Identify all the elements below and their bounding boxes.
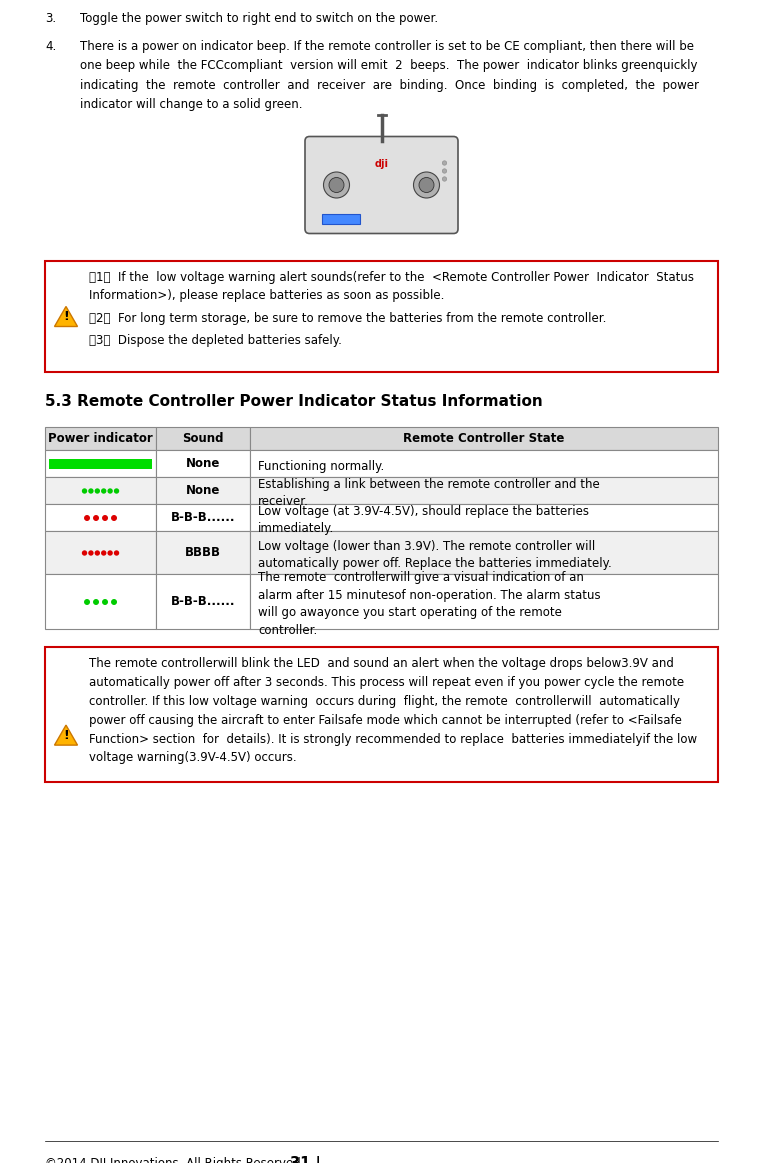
Text: dji: dji <box>375 159 388 169</box>
Text: controller. If this low voltage warning  occurs during  flight, the remote  cont: controller. If this low voltage warning … <box>89 695 680 708</box>
Text: automatically power off after 3 seconds. This process will repeat even if you po: automatically power off after 3 seconds.… <box>89 677 684 690</box>
Circle shape <box>89 550 94 556</box>
Circle shape <box>95 488 100 494</box>
Bar <box>45 427 156 450</box>
Bar <box>250 427 718 450</box>
Circle shape <box>108 550 113 556</box>
Bar <box>156 478 250 505</box>
Text: Power indicator: Power indicator <box>48 433 153 445</box>
Bar <box>45 505 156 531</box>
Bar <box>156 505 250 531</box>
Circle shape <box>89 488 94 494</box>
Text: （2）  For long term storage, be sure to remove the batteries from the remote cont: （2） For long term storage, be sure to re… <box>89 312 607 324</box>
Text: Information>), please replace batteries as soon as possible.: Information>), please replace batteries … <box>89 290 444 302</box>
Bar <box>250 575 718 629</box>
Text: Toggle the power switch to right end to switch on the power.: Toggle the power switch to right end to … <box>80 12 438 24</box>
Bar <box>45 478 156 505</box>
Text: BBBB: BBBB <box>185 547 221 559</box>
Circle shape <box>108 488 113 494</box>
Text: None: None <box>186 457 221 471</box>
Circle shape <box>111 599 117 605</box>
Text: will go awayonce you start operating of the remote: will go awayonce you start operating of … <box>258 606 562 620</box>
Text: 3.: 3. <box>45 12 56 24</box>
Text: B-B-B......: B-B-B...... <box>171 595 236 608</box>
Polygon shape <box>54 307 78 327</box>
Circle shape <box>84 599 90 605</box>
Bar <box>49 459 152 469</box>
Circle shape <box>101 488 106 494</box>
Text: Sound: Sound <box>182 433 224 445</box>
FancyBboxPatch shape <box>305 136 458 234</box>
Bar <box>45 531 156 575</box>
Text: indicating  the  remote  controller  and  receiver  are  binding.  Once  binding: indicating the remote controller and rec… <box>80 79 699 92</box>
Circle shape <box>95 550 100 556</box>
Text: 4.: 4. <box>45 40 56 53</box>
Bar <box>250 505 718 531</box>
Circle shape <box>101 550 106 556</box>
Text: power off causing the aircraft to enter Failsafe mode which cannot be interrupte: power off causing the aircraft to enter … <box>89 714 682 727</box>
Text: ©2014 DJI Innovations. All Rights Reserved.: ©2014 DJI Innovations. All Rights Reserv… <box>45 1156 304 1163</box>
Text: There is a power on indicator beep. If the remote controller is set to be CE com: There is a power on indicator beep. If t… <box>80 40 694 53</box>
Bar <box>45 450 156 478</box>
Text: indicator will change to a solid green.: indicator will change to a solid green. <box>80 99 302 112</box>
Text: 31 |: 31 | <box>290 1156 321 1163</box>
Circle shape <box>329 178 344 193</box>
Circle shape <box>84 515 90 521</box>
Circle shape <box>111 515 117 521</box>
Bar <box>45 123 718 251</box>
Bar <box>156 450 250 478</box>
Circle shape <box>102 515 108 521</box>
Text: Remote Controller State: Remote Controller State <box>404 433 565 445</box>
Text: Functioning normally.: Functioning normally. <box>258 459 385 472</box>
Bar <box>156 531 250 575</box>
Circle shape <box>114 550 119 556</box>
Text: The remote  controllerwill give a visual indication of an: The remote controllerwill give a visual … <box>258 571 584 584</box>
Circle shape <box>114 488 119 494</box>
Text: （3）  Dispose the depleted batteries safely.: （3） Dispose the depleted batteries safel… <box>89 335 342 348</box>
Bar <box>250 450 718 478</box>
Text: alarm after 15 minutesof non-operation. The alarm status: alarm after 15 minutesof non-operation. … <box>258 588 601 602</box>
Circle shape <box>419 178 434 193</box>
Text: None: None <box>186 485 221 498</box>
Circle shape <box>443 160 446 165</box>
Text: 5.3 Remote Controller Power Indicator Status Information: 5.3 Remote Controller Power Indicator St… <box>45 394 542 409</box>
Text: !: ! <box>63 311 69 323</box>
Text: immediately.: immediately. <box>258 522 334 535</box>
Text: Function> section  for  details). It is strongly recommended to replace  batteri: Function> section for details). It is st… <box>89 733 697 745</box>
Text: Establishing a link between the remote controller and the: Establishing a link between the remote c… <box>258 478 600 491</box>
Text: B-B-B......: B-B-B...... <box>171 512 236 525</box>
Circle shape <box>102 599 108 605</box>
Bar <box>250 531 718 575</box>
Text: receiver.: receiver. <box>258 495 309 508</box>
Bar <box>250 478 718 505</box>
Text: one beep while  the FCCcompliant  version will emit  2  beeps.  The power  indic: one beep while the FCCcompliant version … <box>80 59 697 72</box>
Circle shape <box>93 599 99 605</box>
Text: !: ! <box>63 729 69 742</box>
Text: （1）  If the  low voltage warning alert sounds(refer to the  <Remote Controller P: （1） If the low voltage warning alert sou… <box>89 271 694 284</box>
Circle shape <box>443 169 446 173</box>
Text: Low voltage (at 3.9V-4.5V), should replace the batteries: Low voltage (at 3.9V-4.5V), should repla… <box>258 505 589 518</box>
Bar <box>45 261 718 372</box>
Bar <box>156 575 250 629</box>
Circle shape <box>82 550 87 556</box>
Text: controller.: controller. <box>258 623 317 637</box>
Circle shape <box>82 488 87 494</box>
Circle shape <box>443 177 446 181</box>
Bar <box>156 427 250 450</box>
Circle shape <box>324 172 349 198</box>
Polygon shape <box>54 725 78 745</box>
Bar <box>321 214 359 224</box>
Circle shape <box>93 515 99 521</box>
Circle shape <box>414 172 439 198</box>
Bar <box>45 648 718 783</box>
Text: Low voltage (lower than 3.9V). The remote controller will: Low voltage (lower than 3.9V). The remot… <box>258 540 595 552</box>
Text: The remote controllerwill blink the LED  and sound an alert when the voltage dro: The remote controllerwill blink the LED … <box>89 657 674 671</box>
Text: voltage warning(3.9V-4.5V) occurs.: voltage warning(3.9V-4.5V) occurs. <box>89 751 297 764</box>
Text: automatically power off. Replace the batteries immediately.: automatically power off. Replace the bat… <box>258 557 612 570</box>
Bar <box>45 575 156 629</box>
